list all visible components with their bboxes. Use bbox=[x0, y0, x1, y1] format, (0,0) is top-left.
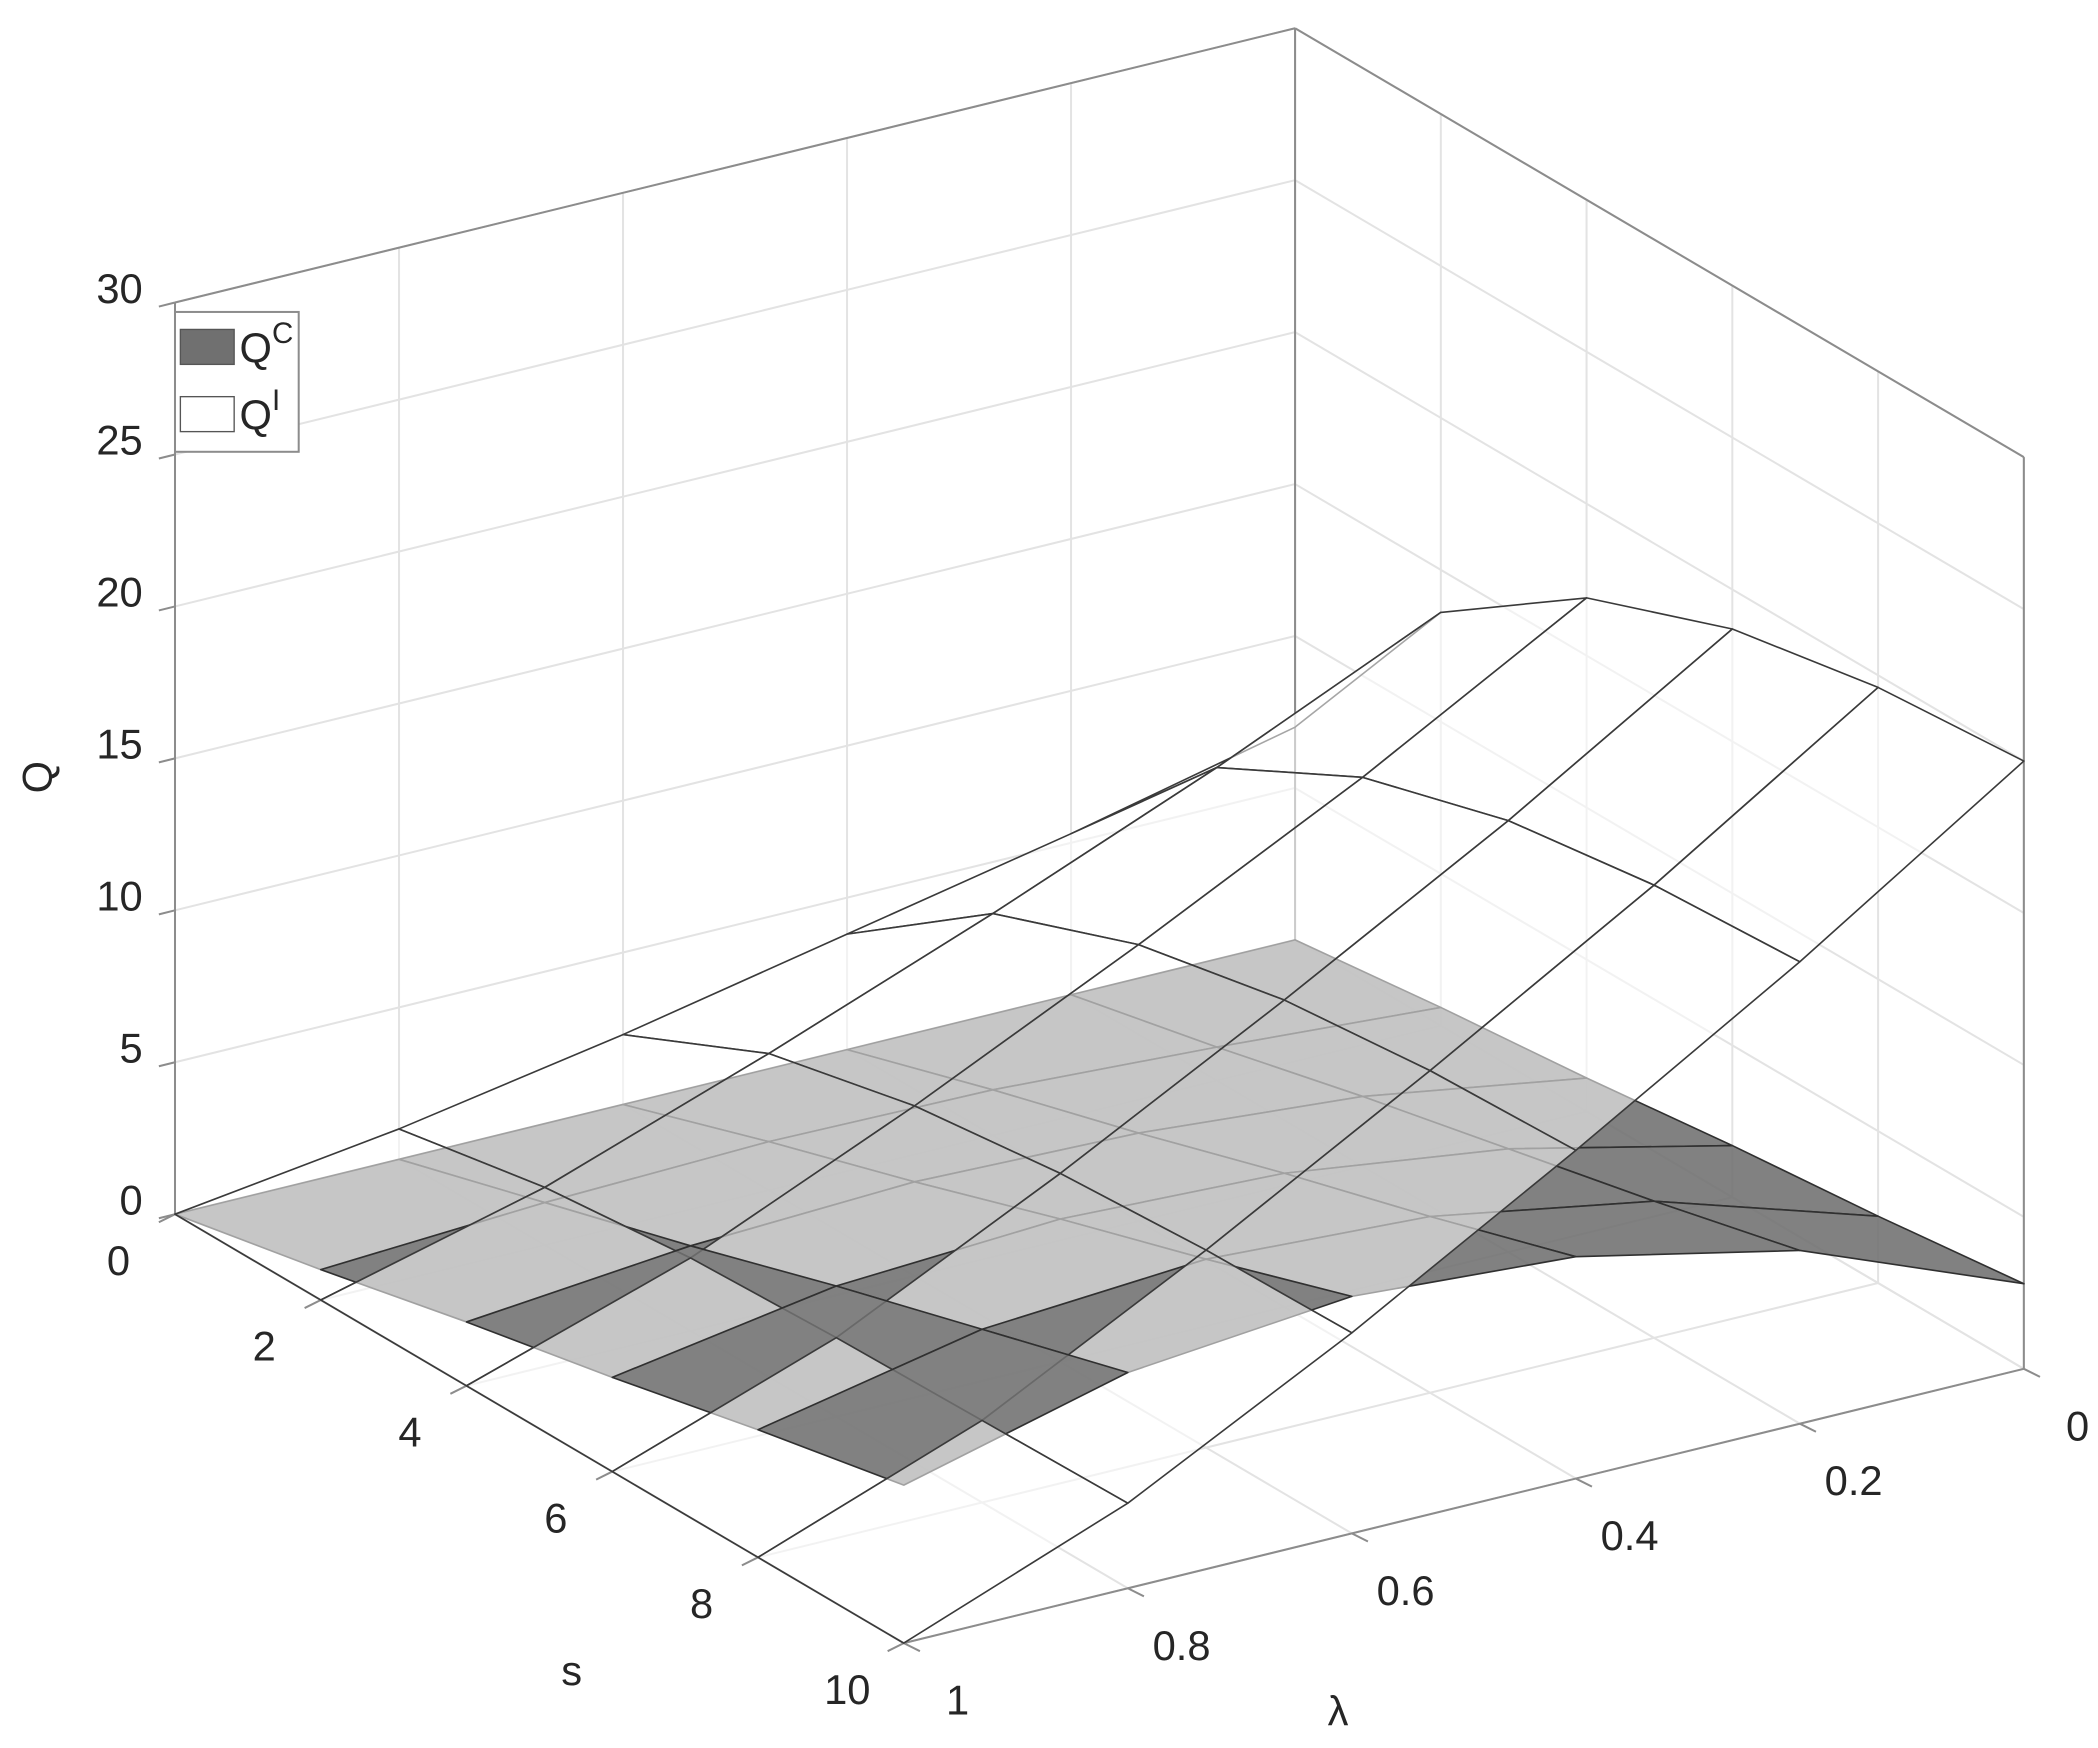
x-axis-label: s bbox=[561, 1647, 582, 1694]
labels: s λ Q 0 5 10 15 20 25 30 0 2 4 6 8 10 0 0.2 0.4 0.6 0.8 1 bbox=[14, 265, 2090, 1735]
y-tick-label: 0.8 bbox=[1153, 1622, 1211, 1669]
legend-label: QC bbox=[240, 317, 294, 371]
y-tick bbox=[1351, 1532, 1369, 1543]
z-grid-line bbox=[174, 635, 1296, 912]
y-tick bbox=[1799, 1422, 1817, 1433]
z-axis-label: Q bbox=[14, 761, 61, 793]
x-tick-label: 4 bbox=[398, 1409, 421, 1456]
z-tick bbox=[158, 1061, 176, 1068]
y-tick-label: 0.2 bbox=[1825, 1457, 1883, 1504]
y-tick bbox=[1127, 1587, 1145, 1598]
x-tick bbox=[741, 1556, 759, 1567]
z-tick-label: 30 bbox=[96, 265, 142, 312]
y-axis-label: λ bbox=[1328, 1687, 1349, 1734]
x-tick-label: 10 bbox=[824, 1666, 870, 1713]
x-tick-label: 6 bbox=[544, 1494, 567, 1541]
legend-swatch bbox=[179, 328, 235, 366]
x-tick-label: 0 bbox=[107, 1237, 130, 1284]
legend-label: QI bbox=[240, 384, 281, 438]
x-tick bbox=[449, 1384, 467, 1395]
y-tick-label: 0.4 bbox=[1601, 1512, 1659, 1559]
y-tick bbox=[903, 1642, 921, 1653]
z-tick-label: 10 bbox=[96, 873, 142, 920]
z-tick bbox=[158, 909, 176, 916]
legend-swatch bbox=[179, 395, 235, 433]
axis-line bbox=[1294, 27, 2025, 459]
z-grid-line bbox=[174, 179, 1296, 456]
surface-patch bbox=[757, 1419, 1129, 1644]
axis-line bbox=[174, 27, 1296, 304]
z-grid-line bbox=[174, 331, 1296, 608]
x-tick-label: 8 bbox=[690, 1580, 713, 1627]
x-tick bbox=[887, 1642, 905, 1653]
z-tick-label: 0 bbox=[120, 1176, 143, 1223]
surfaces bbox=[174, 597, 2025, 1644]
x-tick-label: 2 bbox=[253, 1323, 276, 1370]
axis-line bbox=[903, 1367, 2025, 1645]
x-tick bbox=[304, 1299, 322, 1309]
y-tick-label: 1 bbox=[946, 1677, 969, 1724]
z-grid-line bbox=[174, 483, 1296, 760]
z-tick bbox=[158, 301, 176, 308]
y-tick bbox=[2023, 1367, 2041, 1378]
z-tick bbox=[158, 757, 176, 764]
y-tick bbox=[1575, 1477, 1593, 1488]
legend: QC QI bbox=[173, 310, 300, 453]
z-grid-line bbox=[1294, 331, 2025, 762]
z-tick-label: 5 bbox=[120, 1025, 143, 1072]
y-tick-label: 0 bbox=[2066, 1402, 2089, 1449]
z-tick bbox=[158, 605, 176, 612]
z-grid-line bbox=[1294, 179, 2025, 610]
z-tick-label: 25 bbox=[96, 417, 142, 464]
z-tick-label: 20 bbox=[96, 569, 142, 616]
y-tick-label: 0.6 bbox=[1377, 1567, 1435, 1614]
z-tick bbox=[158, 453, 176, 460]
x-tick bbox=[595, 1470, 613, 1481]
z-tick-label: 15 bbox=[96, 721, 142, 768]
x-tick bbox=[158, 1213, 176, 1224]
